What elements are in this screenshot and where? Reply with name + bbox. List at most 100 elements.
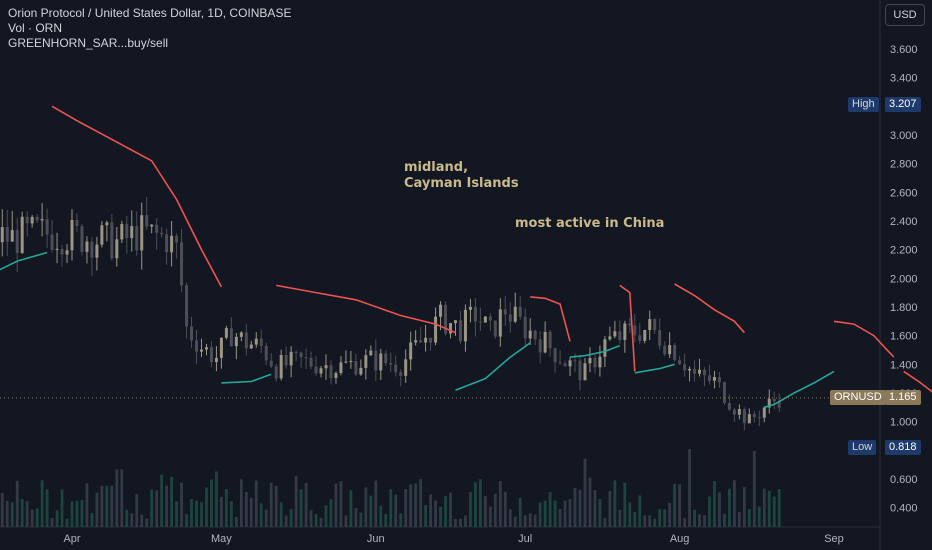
volume-bar <box>434 500 437 527</box>
sar-segment-up <box>764 370 835 409</box>
time-tick-label: Jul <box>518 533 532 545</box>
volume-bar <box>513 516 517 527</box>
candle-body <box>379 353 383 371</box>
candle-body <box>707 375 711 381</box>
currency-button[interactable]: USD <box>885 4 925 26</box>
candle-body <box>195 340 199 352</box>
volume-bar <box>155 490 159 527</box>
candle-body <box>693 368 697 374</box>
candle-body <box>688 368 692 371</box>
volume-bar <box>723 513 726 527</box>
candle-body <box>120 224 124 240</box>
candle-body <box>85 241 89 252</box>
candle-body <box>389 363 393 365</box>
candle-body <box>55 248 59 250</box>
volume-bar <box>598 499 602 527</box>
candle-body <box>145 215 149 227</box>
volume-bar <box>568 499 572 527</box>
candle-body <box>175 235 179 243</box>
volume-bar <box>553 500 557 527</box>
sar-segment-up <box>0 251 48 271</box>
candle-body <box>663 345 667 355</box>
volume-bar <box>478 479 482 527</box>
candle-body <box>722 382 726 404</box>
candle-body <box>214 357 218 363</box>
candle-body <box>324 365 328 369</box>
candle-body <box>369 350 373 356</box>
high-value: 3.207 <box>885 97 921 112</box>
candle-body <box>643 330 647 341</box>
candle-body <box>747 414 751 424</box>
volume-bar <box>334 483 338 527</box>
volume-bar <box>224 488 228 527</box>
candle-body <box>399 372 403 376</box>
volume-bar <box>543 500 547 527</box>
candle-body <box>683 364 687 371</box>
candle-body <box>488 316 492 321</box>
candle-body <box>478 321 482 323</box>
candle-body <box>449 323 453 334</box>
volume-bar <box>454 518 457 527</box>
price-tick-label: 1.000 <box>890 417 918 429</box>
sar-segment-down <box>530 296 571 342</box>
candle-body <box>628 323 632 326</box>
annotation-cayman[interactable]: Cayman Islands <box>404 176 519 191</box>
candle-body <box>190 326 194 341</box>
volume-bar <box>688 449 691 527</box>
candle-body <box>65 250 69 255</box>
time-tick-label: Jun <box>367 533 385 545</box>
volume-bar <box>115 469 119 527</box>
volume-bar <box>329 499 333 527</box>
candle-body <box>573 360 577 362</box>
volume-bar <box>563 500 567 527</box>
volume-bar <box>698 514 701 527</box>
symbol-title[interactable]: Orion Protocol / United States Dollar, 1… <box>8 6 292 20</box>
volume-bar <box>374 480 378 527</box>
volume-bar <box>220 496 223 527</box>
price-axis: 0.4000.6000.8001.0001.2001.4001.6001.800… <box>890 44 918 515</box>
volume-bar <box>180 482 183 527</box>
annotation-midland[interactable]: midland, <box>404 160 469 175</box>
volume-bar <box>0 492 4 527</box>
indicator-legend[interactable]: GREENHORN_SAR...buy/sell <box>8 36 169 50</box>
volume-bar <box>210 479 213 527</box>
candle-body <box>384 353 388 364</box>
volume-bar <box>474 482 477 527</box>
candle-body <box>553 348 557 363</box>
time-axis: Apr May Jun Jul Aug Sep <box>63 533 843 545</box>
candle-body <box>294 351 298 353</box>
candle-body <box>673 345 677 361</box>
candle-body <box>409 342 413 360</box>
volume-bar <box>55 510 59 527</box>
volume-bar <box>747 509 751 527</box>
volume-bar <box>608 490 612 527</box>
sar-segment-down <box>674 283 746 334</box>
volume-bar <box>449 492 452 527</box>
volume-bar <box>772 496 776 527</box>
volume-bar <box>90 512 94 527</box>
candle-body <box>304 357 308 359</box>
volume-bar <box>105 485 109 527</box>
volume-bar <box>728 488 731 527</box>
volume-legend[interactable]: Vol · ORN <box>8 21 63 35</box>
sar-segment-down <box>903 370 932 393</box>
volume-bar <box>668 503 672 527</box>
candle-body <box>374 350 378 371</box>
candle-body <box>578 360 582 381</box>
candle-body <box>50 234 54 250</box>
candle-body <box>757 417 761 419</box>
candle-body <box>0 227 4 243</box>
volume-bar <box>80 500 84 527</box>
annotation-china[interactable]: most active in China <box>515 216 665 231</box>
volume-bar <box>757 506 761 527</box>
volume-bar <box>389 489 393 527</box>
volume-bar <box>289 508 293 527</box>
volume-bar <box>777 488 781 527</box>
candle-body <box>309 357 313 367</box>
volume-bar <box>140 514 144 527</box>
volume-bar <box>65 518 69 527</box>
candle-body <box>20 216 24 253</box>
volume-bar <box>269 482 273 527</box>
candle-body <box>603 339 607 357</box>
